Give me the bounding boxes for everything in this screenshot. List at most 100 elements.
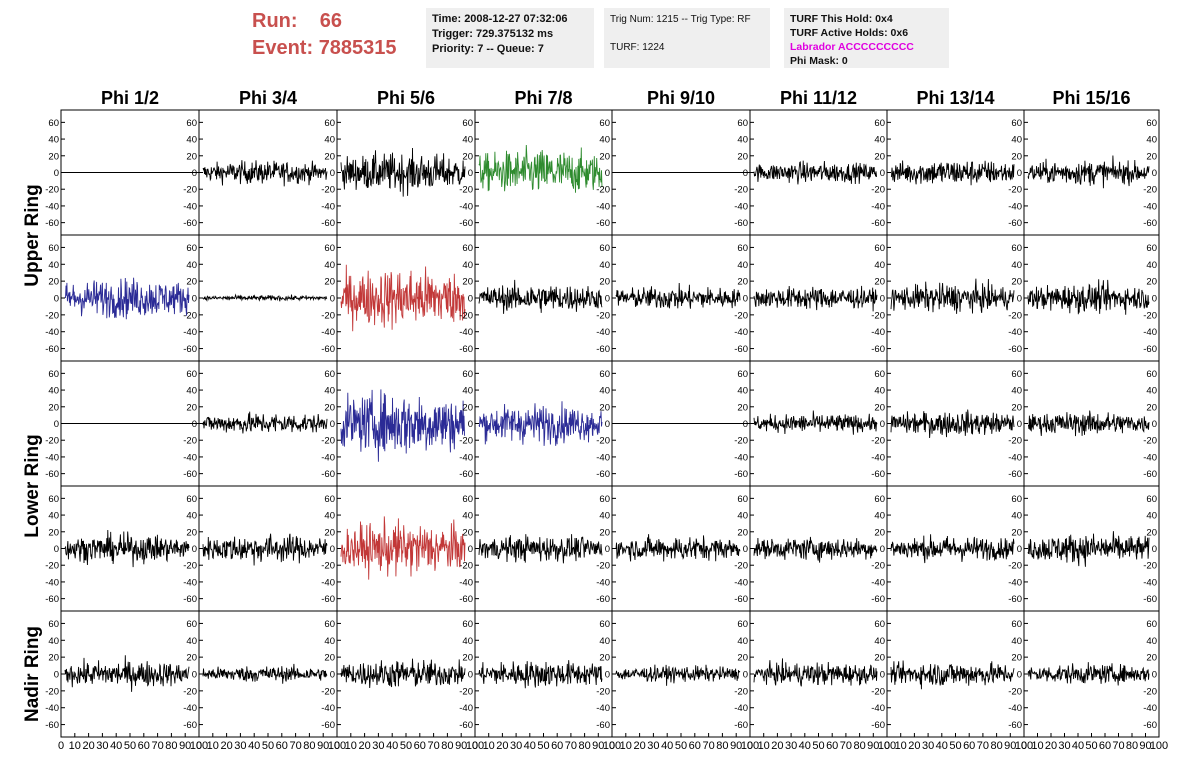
y-tick-label: 20	[599, 653, 610, 664]
y-tick-label: 40	[1146, 386, 1157, 397]
y-tick-label: 60	[1011, 619, 1022, 630]
x-tick-label: 80	[716, 740, 728, 752]
x-tick-label: 100	[1150, 740, 1168, 752]
x-tick-label: 0	[196, 740, 202, 752]
y-tick-label: 40	[737, 260, 748, 271]
y-tick-label: 40	[874, 511, 885, 522]
y-tick-label: -60	[1143, 720, 1157, 731]
y-tick-label: 60	[462, 243, 473, 254]
y-tick-label: -20	[45, 185, 59, 196]
y-tick-label: -60	[45, 218, 59, 229]
x-tick-label: 20	[1045, 740, 1057, 752]
x-tick-label: 80	[1126, 740, 1138, 752]
y-tick-label: -20	[321, 436, 335, 447]
y-tick-label: -20	[871, 436, 885, 447]
y-tick-label: -20	[459, 436, 473, 447]
waveform-trace-r4-c3	[340, 516, 466, 580]
y-tick-label: 0	[880, 544, 885, 555]
y-tick-label: -60	[183, 469, 197, 480]
y-tick-label: 40	[48, 135, 59, 146]
y-tick-label: 0	[192, 168, 197, 179]
y-tick-label: 0	[1152, 544, 1157, 555]
waveform-trace-r4-c7	[890, 534, 1015, 564]
y-tick-label: -40	[459, 201, 473, 212]
y-tick-label: -40	[734, 577, 748, 588]
y-tick-label: -60	[1008, 469, 1022, 480]
waveform-trace-r3-c4	[478, 401, 603, 446]
waveform-trace-r3-c6	[753, 410, 878, 435]
y-tick-label: -40	[1143, 201, 1157, 212]
x-tick-label: 30	[510, 740, 522, 752]
y-tick-label: 60	[48, 619, 59, 630]
x-tick-label: 70	[702, 740, 714, 752]
y-tick-label: 60	[874, 369, 885, 380]
y-tick-label: -60	[734, 469, 748, 480]
y-tick-label: 60	[737, 619, 748, 630]
y-tick-label: 0	[743, 670, 748, 681]
y-tick-label: -60	[321, 594, 335, 605]
y-tick-label: -40	[183, 577, 197, 588]
y-tick-label: -20	[1008, 686, 1022, 697]
y-tick-label: 0	[1152, 168, 1157, 179]
y-tick-label: -60	[321, 218, 335, 229]
y-tick-label: 0	[330, 419, 335, 430]
y-tick-label: 0	[605, 419, 610, 430]
y-tick-label: 20	[1011, 653, 1022, 664]
y-tick-label: 0	[605, 670, 610, 681]
y-tick-label: -60	[596, 469, 610, 480]
x-tick-label: 20	[771, 740, 783, 752]
y-tick-label: -20	[459, 310, 473, 321]
y-tick-label: 40	[874, 260, 885, 271]
ring-label-3: Nadir Ring	[22, 626, 43, 722]
x-tick-label: 40	[386, 740, 398, 752]
x-tick-label: 0	[747, 740, 753, 752]
y-tick-label: -40	[871, 577, 885, 588]
x-tick-label: 90	[867, 740, 879, 752]
y-tick-label: -40	[321, 452, 335, 463]
y-tick-label: 60	[186, 118, 197, 129]
y-tick-label: -40	[321, 327, 335, 338]
y-tick-label: 40	[48, 636, 59, 647]
y-tick-label: -60	[596, 720, 610, 731]
x-tick-label: 20	[82, 740, 94, 752]
y-tick-label: 60	[599, 369, 610, 380]
y-tick-label: -60	[1008, 218, 1022, 229]
y-tick-label: 0	[54, 168, 59, 179]
x-tick-label: 0	[58, 740, 64, 752]
y-tick-label: -60	[321, 469, 335, 480]
x-tick-label: 50	[262, 740, 274, 752]
y-tick-label: -20	[1143, 185, 1157, 196]
y-tick-label: 20	[599, 151, 610, 162]
y-tick-label: 0	[192, 670, 197, 681]
y-tick-label: 20	[186, 277, 197, 288]
x-tick-label: 30	[1058, 740, 1070, 752]
y-tick-label: 40	[324, 636, 335, 647]
y-tick-label: -20	[1143, 686, 1157, 697]
y-tick-label: -60	[596, 594, 610, 605]
y-tick-label: 20	[1011, 277, 1022, 288]
y-tick-label: 60	[1146, 494, 1157, 505]
y-tick-label: 20	[186, 151, 197, 162]
x-tick-label: 0	[1021, 740, 1027, 752]
event-value: 7885315	[318, 37, 397, 59]
y-tick-label: -40	[596, 452, 610, 463]
x-tick-label: 60	[551, 740, 563, 752]
x-tick-label: 100	[328, 740, 346, 752]
y-tick-label: 20	[186, 527, 197, 538]
x-tick-label: 60	[276, 740, 288, 752]
run-label: Run:	[252, 10, 298, 32]
y-tick-label: 60	[186, 619, 197, 630]
x-tick-label: 60	[689, 740, 701, 752]
y-tick-label: 60	[1146, 118, 1157, 129]
labrador-text: Labrador ACCCCCCCCC	[790, 41, 914, 53]
y-tick-label: 0	[1017, 544, 1022, 555]
y-tick-label: -20	[1143, 310, 1157, 321]
y-tick-label: -60	[183, 594, 197, 605]
waveform-trace-r4-c1	[64, 529, 190, 568]
waveform-trace-r2-c8	[1027, 279, 1150, 315]
y-tick-label: 40	[599, 260, 610, 271]
ring-label-1: Upper Ring	[22, 184, 43, 286]
y-tick-label: -40	[1143, 703, 1157, 714]
y-tick-label: 20	[1146, 151, 1157, 162]
y-tick-label: -20	[734, 185, 748, 196]
